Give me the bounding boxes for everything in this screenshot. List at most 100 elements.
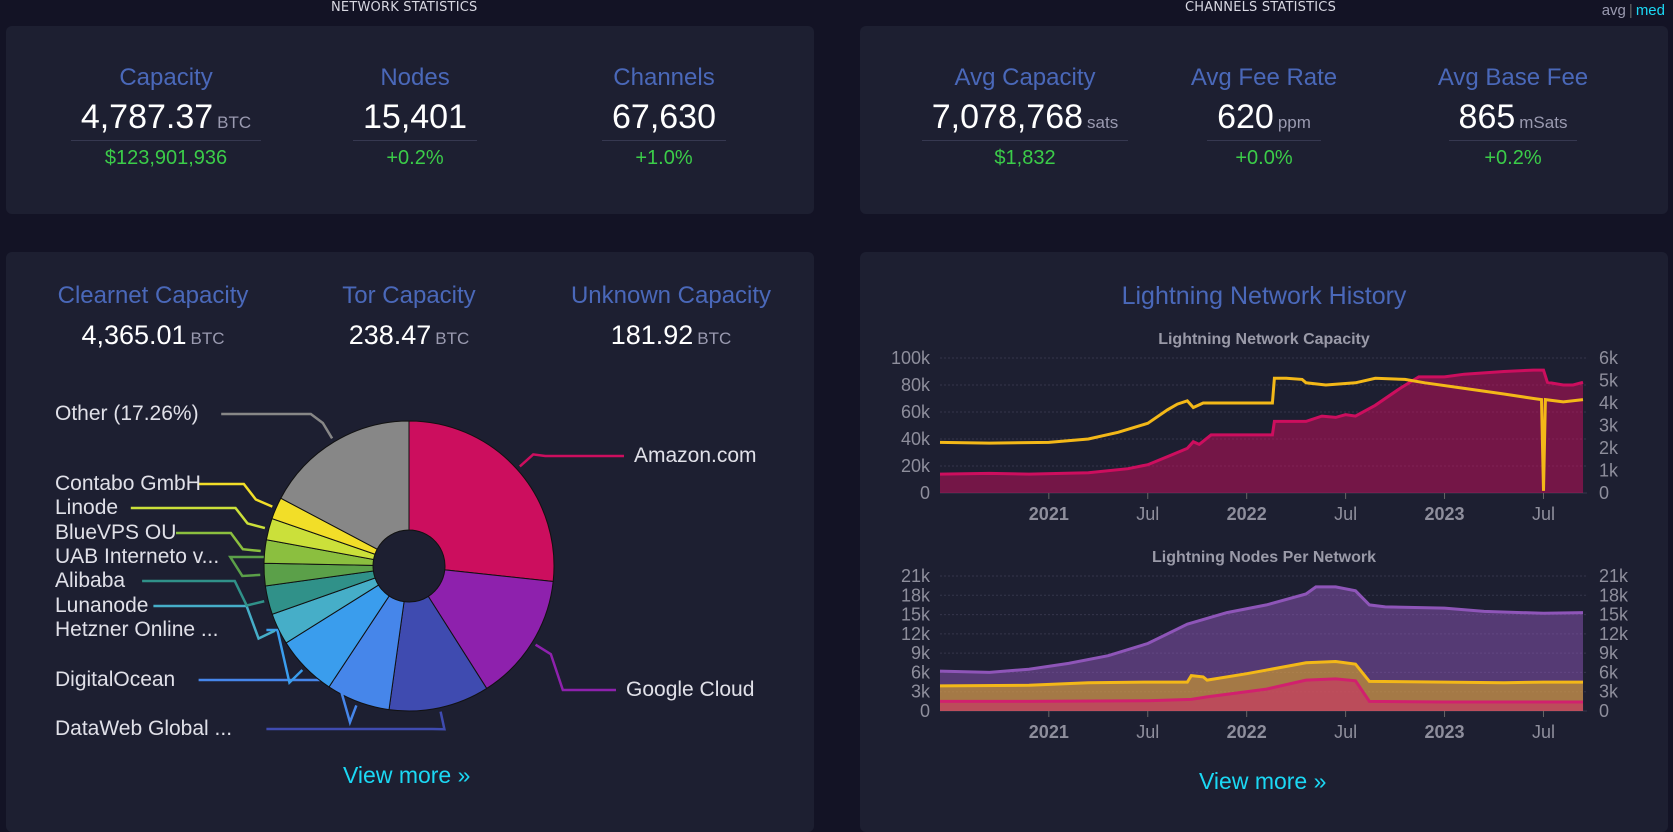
isp-card: Clearnet Capacity 4,365.01 BTC Tor Capaci… [6,252,814,832]
stat-value: 15,401 [363,98,467,136]
series-line [939,659,1583,688]
pie-leader-line [142,579,265,607]
pie-slice [427,569,554,690]
pie-leader-line [153,604,276,641]
y-tick-left: 0 [920,701,930,721]
pie-label: Linode [55,496,118,519]
channels-section-title: CHANNELS STATISTICS [1185,0,1337,15]
stat-value-wrap: 67,630 [602,98,726,141]
cap-value: 4,365.01 [81,320,187,350]
stat-change: +0.0% [1235,147,1293,169]
pie-label: Lunanode [55,594,148,617]
x-tick-label: Jul [1334,722,1357,742]
y-tick-right: 3k [1599,682,1619,702]
stat-label: Nodes [380,64,450,91]
clearnet-capacity-stat: Clearnet Capacity 4,365.01 BTC [18,282,288,351]
pie-leader-line [266,711,446,731]
x-tick-label: Jul [1136,722,1159,742]
y-tick-left: 9k [911,643,931,663]
y-tick-right: 0 [1599,701,1609,721]
series-area [940,586,1584,711]
series-area [940,378,1583,493]
y-tick-left: 6k [911,662,931,682]
series-line [939,376,1584,491]
x-tick-label: 2022 [1227,504,1267,524]
cap-label: Tor Capacity [342,282,476,309]
pie-leader-line [534,643,616,692]
cap-value: 238.47 [348,320,432,350]
unknown-capacity-stat: Unknown Capacity 181.92 BTC [536,282,806,351]
pie-label: Contabo GmbH [55,472,201,495]
pie-label: Hetzner Online ... [55,618,218,641]
cap-value: 181.92 [610,320,694,350]
stat-label: Capacity [119,64,213,91]
pie-slice [280,420,410,550]
y-tick-right: 6k [1599,348,1619,368]
cap-value-wrap: 181.92 BTC [536,320,806,351]
x-tick-label: Jul [1334,504,1357,524]
isp-view-more-link[interactable]: View more » [343,762,471,788]
network-section-title: NETWORK STATISTICS [331,0,478,15]
series-area [940,370,1584,493]
pie-slice [408,420,555,583]
y-tick-right: 1k [1599,461,1619,481]
x-tick-label: 2023 [1425,504,1465,524]
cap-unit: BTC [435,329,470,348]
stat-change: +0.2% [1484,147,1542,169]
y-tick-right: 4k [1599,393,1619,413]
y-tick-right: 21k [1599,566,1629,586]
capacity-stat: Capacity 4,787.37 BTC $123,901,936 [51,64,281,170]
series-line [939,585,1584,674]
tor-capacity-stat: Tor Capacity 238.47 BTC [274,282,544,351]
chart-subtitle: Lightning Network Capacity [1158,331,1370,348]
cap-value-wrap: 238.47 BTC [274,320,544,351]
pie-leader-line [221,412,334,440]
x-tick-label: Jul [1532,722,1555,742]
stat-unit: mSats [1519,113,1568,132]
y-tick-right: 9k [1599,643,1619,663]
y-tick-right: 18k [1599,585,1629,605]
pie-leader-line [198,678,358,727]
cap-unit: BTC [190,329,225,348]
avg-capacity-stat: Avg Capacity 7,078,768 sats $1,832 [890,64,1160,170]
pie-leader-line [228,555,267,578]
y-tick-left: 100k [891,348,931,368]
y-tick-right: 3k [1599,416,1619,436]
y-tick-left: 12k [901,624,931,644]
avg-fee-rate-stat: Avg Fee Rate 620 ppm +0.0% [1149,64,1379,170]
y-tick-right: 6k [1599,662,1619,682]
series-line [939,368,1584,476]
avg-base-fee-stat: Avg Base Fee 865 mSats +0.2% [1398,64,1628,170]
stat-value: 67,630 [612,98,716,136]
pie-label: BlueVPS OU [55,521,176,544]
y-tick-left: 60k [901,402,931,422]
stat-unit: ppm [1277,113,1311,132]
stat-label: Avg Capacity [954,64,1096,91]
pie-slice [388,595,488,712]
y-tick-right: 15k [1599,605,1629,625]
history-card: Lightning Network History View more » [860,252,1668,832]
pie-leader-line [130,506,266,530]
stat-value-wrap: 4,787.37 BTC [70,98,262,141]
y-tick-right: 2k [1599,438,1619,458]
history-view-more-link[interactable]: View more » [1199,768,1327,794]
channels-stat: Channels 67,630 +1.0% [549,64,779,170]
stat-value-wrap: 7,078,768 sats [921,98,1129,141]
avg-option[interactable]: avg [1601,2,1626,19]
series-line [940,677,1583,704]
history-charts: Lightning Network Capacity 100k 80k 60k 40k 2… [891,331,1629,742]
x-tick-label: 2021 [1029,504,1069,524]
cap-unit: BTC [697,329,732,348]
stat-change: $1,832 [994,147,1056,169]
stat-value: 865 [1458,98,1516,136]
stat-value: 620 [1217,98,1274,136]
stat-label: Avg Base Fee [1437,64,1589,91]
stat-value-wrap: 620 ppm [1207,98,1321,141]
med-option[interactable]: med [1635,2,1665,19]
series-area [940,661,1584,711]
y-tick-left: 3k [911,682,931,702]
pie-label: DataWeb Global ... [55,717,232,740]
x-tick-label: 2023 [1425,722,1465,742]
cap-label: Clearnet Capacity [57,282,249,309]
y-tick-right: 5k [1599,371,1619,391]
